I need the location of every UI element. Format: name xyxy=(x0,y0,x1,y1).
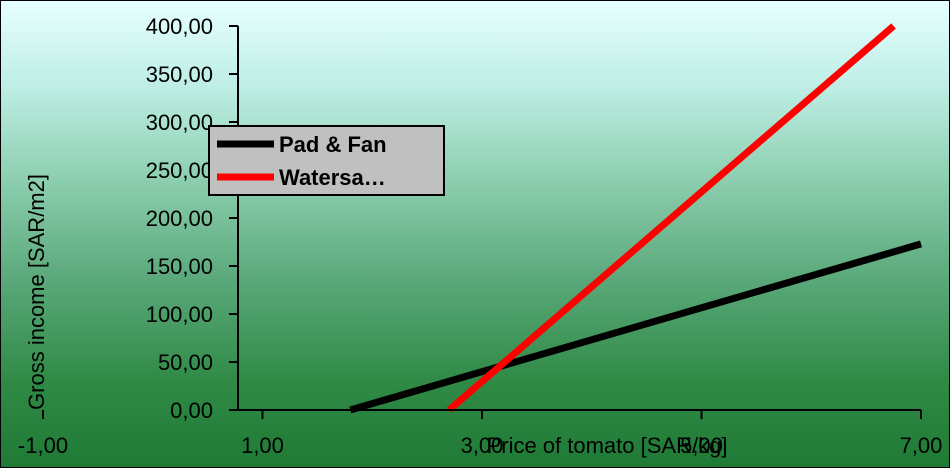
x-tick-label: -1,00 xyxy=(18,433,68,458)
series-line xyxy=(349,240,922,414)
x-tick-label: 5,00 xyxy=(680,433,723,458)
x-tick-label: 7,00 xyxy=(900,433,943,458)
y-tick-label: 100,00 xyxy=(146,302,213,327)
y-tick-label: 300,00 xyxy=(146,110,213,135)
y-tick-label: 50,00 xyxy=(158,350,213,375)
legend-label: Watersa… xyxy=(279,165,386,190)
x-axis-title: Price of tomato [SAR/kg] xyxy=(487,433,728,458)
ticks: 0,00 50,00 100,00 150,00 200,00 250,00 300,00 3… xyxy=(18,14,942,458)
y-tick-label: 200,00 xyxy=(146,206,213,231)
legend-label: Pad & Fan xyxy=(279,132,387,157)
y-tick-label: 0,00 xyxy=(170,398,213,423)
axes xyxy=(237,26,921,411)
series-line xyxy=(446,23,896,413)
y-axis-title: Gross income [SAR/m2] xyxy=(24,174,49,410)
y-tick-label: 150,00 xyxy=(146,254,213,279)
x-tick-label: 3,00 xyxy=(461,433,504,458)
y-tick-label: 400,00 xyxy=(146,14,213,39)
plot-area xyxy=(349,23,922,414)
legend-box xyxy=(208,125,445,196)
y-tick-label: 350,00 xyxy=(146,62,213,87)
legend: Pad & Fan Watersa… xyxy=(208,125,445,196)
y-tick-label: 250,00 xyxy=(146,158,213,183)
x-tick-label: 1,00 xyxy=(241,433,284,458)
